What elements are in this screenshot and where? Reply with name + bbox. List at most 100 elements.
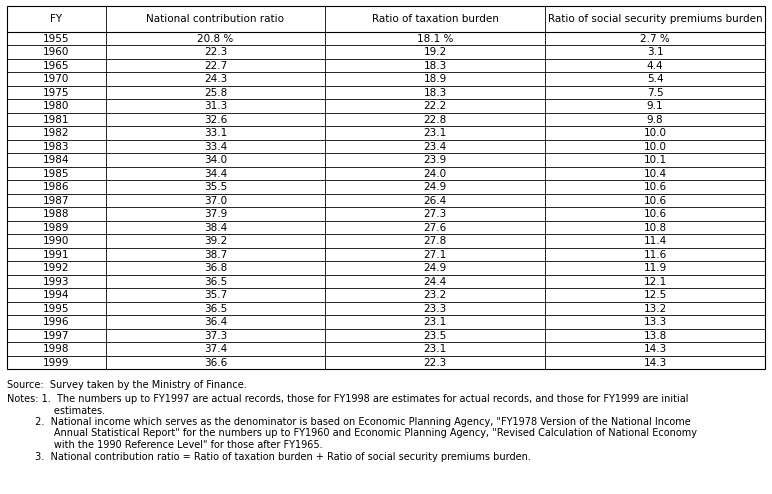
Text: 1991: 1991 bbox=[43, 250, 69, 260]
Text: 3.  National contribution ratio = Ratio of taxation burden + Ratio of social sec: 3. National contribution ratio = Ratio o… bbox=[7, 452, 531, 461]
Text: 1997: 1997 bbox=[43, 331, 69, 341]
Text: 24.9: 24.9 bbox=[424, 182, 447, 192]
Text: 38.4: 38.4 bbox=[204, 223, 227, 233]
Text: 13.2: 13.2 bbox=[644, 304, 667, 314]
Text: 33.1: 33.1 bbox=[204, 128, 227, 138]
Text: 22.3: 22.3 bbox=[424, 358, 447, 368]
Text: 10.8: 10.8 bbox=[644, 223, 667, 233]
Text: 10.4: 10.4 bbox=[644, 169, 667, 179]
Text: 34.4: 34.4 bbox=[204, 169, 227, 179]
Text: 36.4: 36.4 bbox=[204, 317, 227, 327]
Text: National contribution ratio: National contribution ratio bbox=[147, 14, 284, 24]
Text: 18.9: 18.9 bbox=[424, 74, 447, 84]
Text: 31.3: 31.3 bbox=[204, 101, 227, 111]
Text: 1955: 1955 bbox=[43, 34, 69, 44]
Text: 19.2: 19.2 bbox=[424, 47, 447, 57]
Text: 36.5: 36.5 bbox=[204, 277, 227, 287]
Text: Ratio of social security premiums burden: Ratio of social security premiums burden bbox=[548, 14, 763, 24]
Text: 1975: 1975 bbox=[43, 88, 69, 98]
Text: 10.6: 10.6 bbox=[644, 182, 667, 192]
Text: 13.8: 13.8 bbox=[644, 331, 667, 341]
Text: 1982: 1982 bbox=[43, 128, 69, 138]
Text: Ratio of taxation burden: Ratio of taxation burden bbox=[372, 14, 499, 24]
Text: 22.3: 22.3 bbox=[204, 47, 227, 57]
Text: 23.5: 23.5 bbox=[424, 331, 447, 341]
Text: 27.1: 27.1 bbox=[424, 250, 447, 260]
Text: with the 1990 Reference Level" for those after FY1965.: with the 1990 Reference Level" for those… bbox=[7, 440, 323, 450]
Text: 1998: 1998 bbox=[43, 344, 69, 354]
Text: Notes: 1.  The numbers up to FY1997 are actual records, those for FY1998 are est: Notes: 1. The numbers up to FY1997 are a… bbox=[7, 394, 689, 404]
Text: 18.3: 18.3 bbox=[424, 88, 447, 98]
Text: 13.3: 13.3 bbox=[644, 317, 667, 327]
Text: 1986: 1986 bbox=[43, 182, 69, 192]
Text: 1984: 1984 bbox=[43, 155, 69, 165]
Text: 18.1 %: 18.1 % bbox=[417, 34, 453, 44]
Text: 10.6: 10.6 bbox=[644, 196, 667, 206]
Text: 10.6: 10.6 bbox=[644, 209, 667, 219]
Text: 2.7 %: 2.7 % bbox=[640, 34, 670, 44]
Text: FY: FY bbox=[50, 14, 63, 24]
Text: 1995: 1995 bbox=[43, 304, 69, 314]
Text: 1981: 1981 bbox=[43, 115, 69, 125]
Text: 1999: 1999 bbox=[43, 358, 69, 368]
Text: 1987: 1987 bbox=[43, 196, 69, 206]
Text: 27.8: 27.8 bbox=[424, 236, 447, 246]
Text: 1983: 1983 bbox=[43, 142, 69, 152]
Text: 22.2: 22.2 bbox=[424, 101, 447, 111]
Text: 1992: 1992 bbox=[43, 263, 69, 273]
Text: 25.8: 25.8 bbox=[204, 88, 227, 98]
Text: 12.5: 12.5 bbox=[644, 290, 667, 300]
Text: 11.4: 11.4 bbox=[644, 236, 667, 246]
Text: 35.7: 35.7 bbox=[204, 290, 227, 300]
Text: 1985: 1985 bbox=[43, 169, 69, 179]
Text: 12.1: 12.1 bbox=[644, 277, 667, 287]
Text: 23.1: 23.1 bbox=[424, 317, 447, 327]
Text: 9.8: 9.8 bbox=[647, 115, 663, 125]
Text: 23.9: 23.9 bbox=[424, 155, 447, 165]
Text: 1994: 1994 bbox=[43, 290, 69, 300]
Text: 36.5: 36.5 bbox=[204, 304, 227, 314]
Text: 1960: 1960 bbox=[43, 47, 69, 57]
Text: 11.6: 11.6 bbox=[644, 250, 667, 260]
Text: 10.1: 10.1 bbox=[644, 155, 667, 165]
Text: 18.3: 18.3 bbox=[424, 61, 447, 71]
Text: 26.4: 26.4 bbox=[424, 196, 447, 206]
Text: 10.0: 10.0 bbox=[644, 142, 666, 152]
Text: 27.3: 27.3 bbox=[424, 209, 447, 219]
Text: 34.0: 34.0 bbox=[204, 155, 227, 165]
Text: 5.4: 5.4 bbox=[647, 74, 663, 84]
Text: 1989: 1989 bbox=[43, 223, 69, 233]
Text: 23.1: 23.1 bbox=[424, 128, 447, 138]
Text: Annual Statistical Report" for the numbers up to FY1960 and Economic Planning Ag: Annual Statistical Report" for the numbe… bbox=[7, 428, 697, 439]
Text: 32.6: 32.6 bbox=[204, 115, 227, 125]
Text: 37.4: 37.4 bbox=[204, 344, 227, 354]
Text: 20.8 %: 20.8 % bbox=[198, 34, 234, 44]
Text: 23.2: 23.2 bbox=[424, 290, 447, 300]
Text: 36.8: 36.8 bbox=[204, 263, 227, 273]
Text: 38.7: 38.7 bbox=[204, 250, 227, 260]
Text: 33.4: 33.4 bbox=[204, 142, 227, 152]
Bar bbox=[7, 6, 765, 370]
Text: 24.4: 24.4 bbox=[424, 277, 447, 287]
Text: 1965: 1965 bbox=[43, 61, 69, 71]
Text: 1970: 1970 bbox=[43, 74, 69, 84]
Text: 3.1: 3.1 bbox=[647, 47, 663, 57]
Text: 7.5: 7.5 bbox=[647, 88, 663, 98]
Text: 35.5: 35.5 bbox=[204, 182, 227, 192]
Text: 9.1: 9.1 bbox=[647, 101, 663, 111]
Text: 22.8: 22.8 bbox=[424, 115, 447, 125]
Text: estimates.: estimates. bbox=[7, 406, 105, 415]
Text: 37.9: 37.9 bbox=[204, 209, 227, 219]
Text: 1996: 1996 bbox=[43, 317, 69, 327]
Text: 11.9: 11.9 bbox=[644, 263, 667, 273]
Text: 1988: 1988 bbox=[43, 209, 69, 219]
Text: 1990: 1990 bbox=[43, 236, 69, 246]
Text: 24.0: 24.0 bbox=[424, 169, 447, 179]
Text: 37.3: 37.3 bbox=[204, 331, 227, 341]
Text: 1980: 1980 bbox=[43, 101, 69, 111]
Text: 37.0: 37.0 bbox=[204, 196, 227, 206]
Text: 23.3: 23.3 bbox=[424, 304, 447, 314]
Text: 39.2: 39.2 bbox=[204, 236, 227, 246]
Text: 36.6: 36.6 bbox=[204, 358, 227, 368]
Text: 24.3: 24.3 bbox=[204, 74, 227, 84]
